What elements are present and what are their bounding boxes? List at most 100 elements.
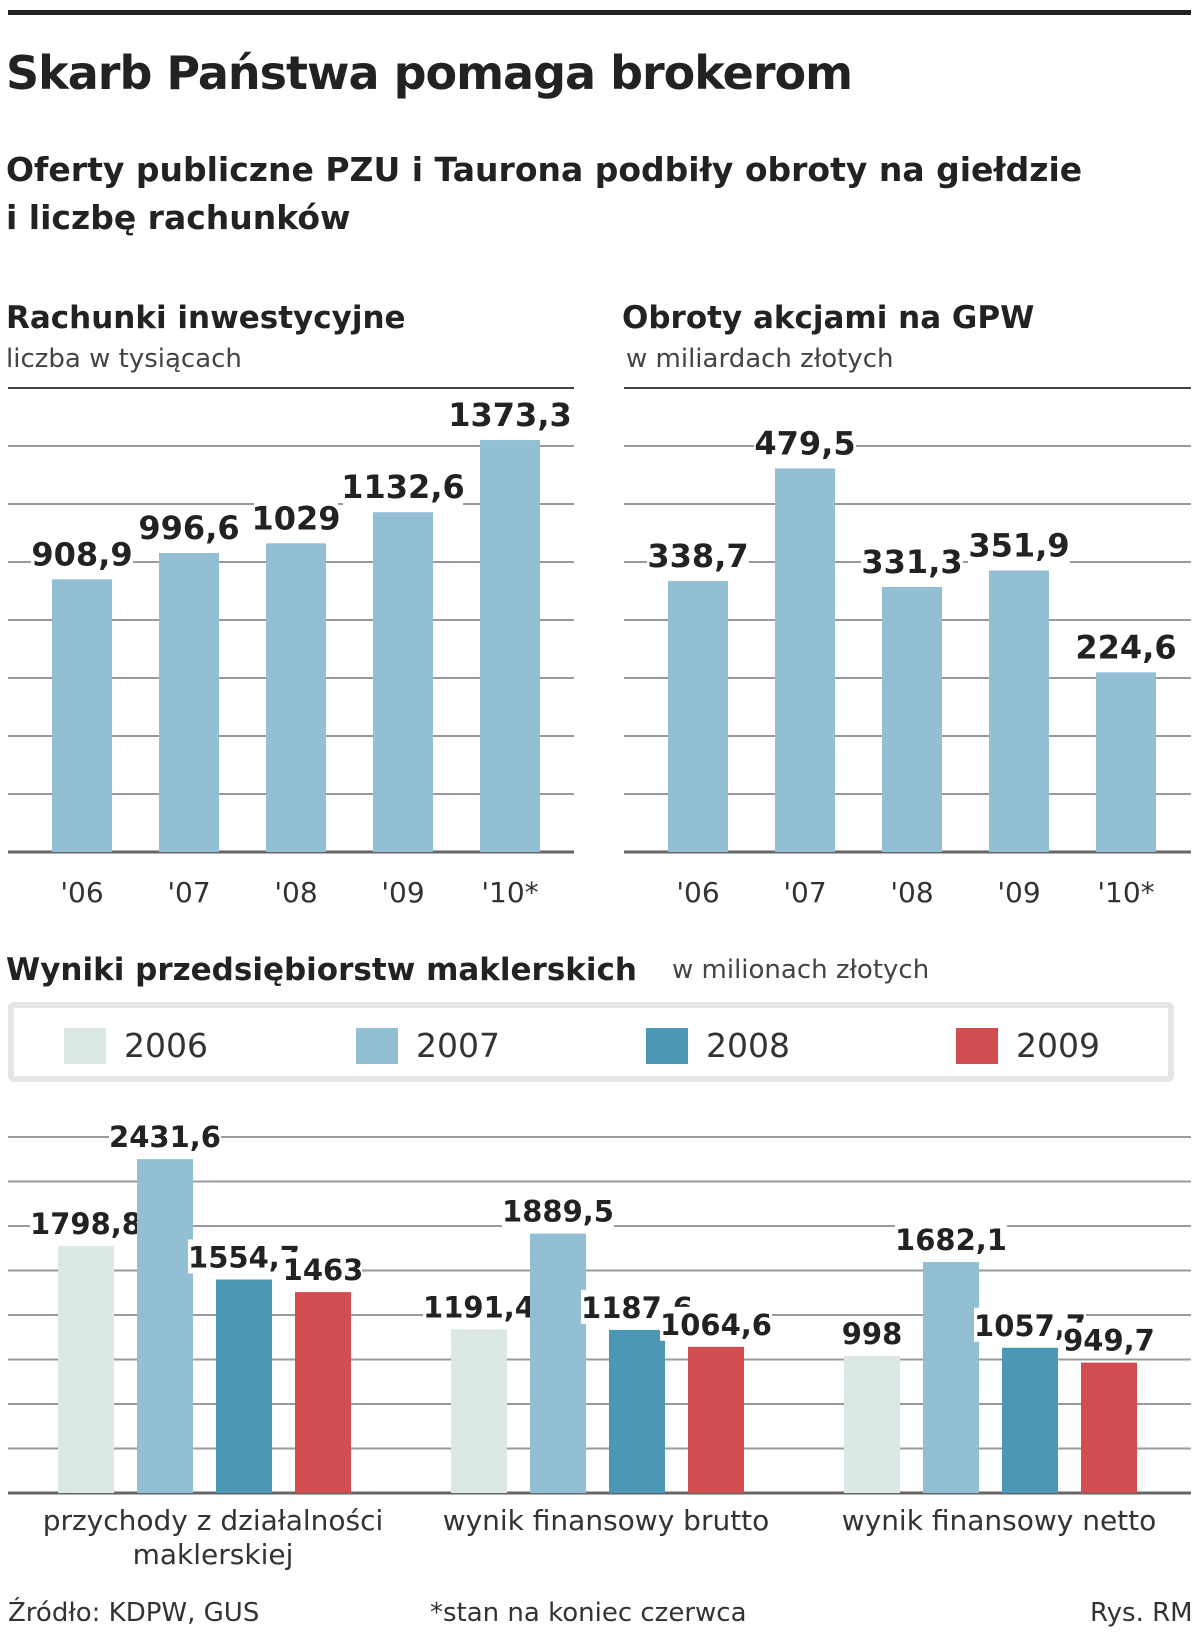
chart3-bar — [609, 1329, 665, 1493]
chart3-value-label: 1554,7 — [188, 1241, 300, 1275]
chart3-bar — [295, 1292, 351, 1493]
legend-swatch-2009 — [956, 1028, 998, 1064]
chart2-tick-label: '06 — [676, 876, 719, 909]
chart3-value-label: 1191,4 — [423, 1290, 535, 1324]
legend-label-2007: 2007 — [416, 1026, 500, 1065]
credit: Rys. RM — [1090, 1598, 1193, 1628]
chart3-label-bg — [284, 1252, 362, 1287]
legend-swatch-2006 — [64, 1028, 106, 1064]
chart1-value-label: 908,9 — [31, 535, 132, 573]
chart2-label-bg — [647, 537, 749, 576]
chart1-tick-label: '06 — [60, 876, 103, 909]
chart2-tick-label: '09 — [997, 876, 1040, 909]
chart2-unit: w miliardach złotych — [626, 344, 894, 374]
chart1-label-bg — [343, 468, 463, 507]
chart3-value-label: 1798,8 — [30, 1207, 142, 1241]
chart1-tick-label: '07 — [167, 876, 210, 909]
chart2-tick-label: '08 — [890, 876, 933, 909]
chart1-bar — [373, 512, 433, 852]
chart3-label-bg — [1061, 1322, 1157, 1357]
chart3-bar — [530, 1233, 586, 1493]
chart3-value-label: 1463 — [283, 1253, 364, 1287]
chart1-label-bg — [31, 535, 133, 574]
chart2-value-label: 351,9 — [968, 526, 1069, 564]
chart3-bar — [137, 1159, 193, 1493]
source-note: Źródło: KDPW, GUS — [8, 1598, 260, 1628]
legend-label-2009: 2009 — [1016, 1026, 1100, 1065]
chart1-title: Rachunki inwestycyjne — [6, 300, 406, 336]
chart1-tick-label: '09 — [381, 876, 424, 909]
chart1-bar — [266, 543, 326, 852]
chart2-tick-label: '10* — [1097, 876, 1154, 909]
chart2-value-label: 224,6 — [1075, 628, 1176, 666]
chart3-value-label: 2431,6 — [109, 1120, 221, 1154]
chart2-value-label: 479,5 — [754, 424, 855, 462]
legend-swatch-2007 — [356, 1028, 398, 1064]
chart3-value-label: 1889,5 — [502, 1195, 614, 1229]
legend-label-2006: 2006 — [124, 1026, 208, 1065]
legend: 2006 2007 2008 2009 — [8, 1002, 1174, 1082]
chart3-category-label: maklerskiej — [133, 1538, 294, 1571]
chart3-category-label: przychody z działalności — [43, 1504, 384, 1537]
chart3-label-bg — [841, 1315, 903, 1350]
footnote: *stan na koniec czerwca — [430, 1598, 747, 1628]
chart1-bar — [480, 440, 540, 852]
chart3-label-bg — [423, 1289, 535, 1324]
chart2-bar — [1096, 672, 1156, 852]
subtitle-line-1: Oferty publiczne PZU i Taurona podbiły o… — [6, 150, 1083, 189]
chart3-value-label: 1682,1 — [895, 1223, 1007, 1257]
chart3-bar — [58, 1246, 114, 1493]
chart3-bar — [844, 1355, 900, 1493]
chart3-label-bg — [660, 1306, 772, 1341]
chart3-label-bg — [30, 1206, 142, 1241]
chart2-tick-label: '07 — [783, 876, 826, 909]
chart2-label-bg — [754, 424, 856, 463]
chart3-value-label: 998 — [842, 1317, 903, 1351]
chart2-label-bg — [1075, 628, 1177, 667]
chart1-label-bg — [450, 396, 570, 435]
chart3-category-label: wynik finansowy brutto — [443, 1504, 770, 1537]
chart1-unit: liczba w tysiącach — [6, 344, 242, 374]
chart1-label-bg — [254, 499, 338, 538]
chart3-label-bg — [502, 1193, 614, 1228]
chart3-label-bg — [188, 1239, 300, 1274]
chart2-bar — [668, 581, 728, 852]
chart1-bar — [52, 579, 112, 852]
legend-swatch-2008 — [646, 1028, 688, 1064]
chart3-unit: w milionach złotych — [672, 955, 930, 985]
chart1-value-label: 1373,3 — [448, 396, 571, 434]
chart3-label-bg — [109, 1119, 221, 1154]
chart1-value-label: 996,6 — [138, 509, 239, 547]
chart3-category-label: wynik finansowy netto — [842, 1504, 1157, 1537]
chart1-value-label: 1029 — [251, 499, 340, 537]
headline: Skarb Państwa pomaga brokerom — [6, 46, 853, 100]
chart2-label-bg — [968, 526, 1070, 565]
chart1-bar — [159, 553, 219, 852]
chart3-title: Wyniki przedsiębiorstw maklerskich — [6, 952, 637, 988]
chart3-bar — [1081, 1362, 1137, 1493]
chart3-value-label: 1064,6 — [660, 1308, 772, 1342]
chart2-value-label: 331,3 — [861, 543, 962, 581]
chart1-value-label: 1132,6 — [341, 468, 464, 506]
chart2-bar — [775, 468, 835, 852]
chart3-bar — [688, 1346, 744, 1493]
chart2-title: Obroty akcjami na GPW — [622, 300, 1035, 336]
chart2-value-label: 338,7 — [647, 537, 748, 575]
chart3-bar — [1002, 1347, 1058, 1493]
subtitle-line-2: i liczbę rachunków — [6, 198, 351, 237]
chart3-bar — [451, 1329, 507, 1493]
legend-label-2008: 2008 — [706, 1026, 790, 1065]
chart2-label-bg — [861, 542, 963, 581]
top-rule — [8, 10, 1191, 15]
chart3-bar — [216, 1279, 272, 1493]
chart1-tick-label: '08 — [274, 876, 317, 909]
chart1-tick-label: '10* — [481, 876, 538, 909]
chart3-value-label: 949,7 — [1063, 1324, 1155, 1358]
chart2-bar — [989, 570, 1049, 852]
chart1-label-bg — [138, 509, 240, 548]
chart2-bar — [882, 586, 942, 852]
chart3-bar — [923, 1262, 979, 1493]
subtitle: Oferty publiczne PZU i Taurona podbiły o… — [6, 146, 1082, 242]
chart3-label-bg — [895, 1222, 1007, 1257]
